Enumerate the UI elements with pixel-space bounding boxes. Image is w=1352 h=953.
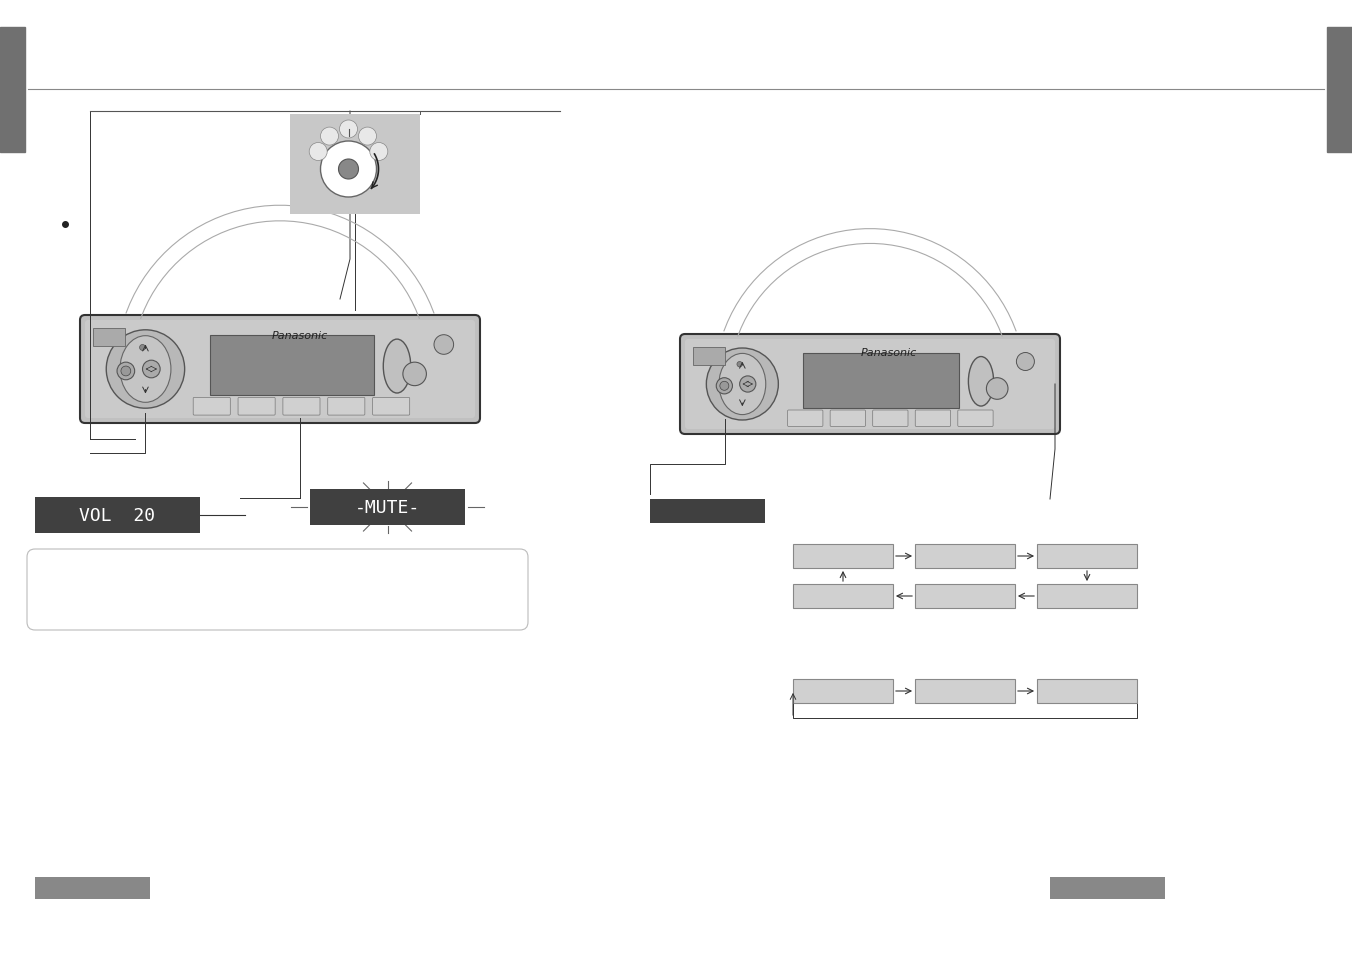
FancyBboxPatch shape — [85, 320, 475, 418]
Circle shape — [120, 367, 131, 376]
Circle shape — [737, 362, 742, 368]
FancyBboxPatch shape — [1037, 544, 1137, 568]
Bar — [35, 497, 200, 534]
Circle shape — [370, 143, 388, 161]
Circle shape — [320, 142, 376, 198]
FancyBboxPatch shape — [27, 550, 529, 630]
FancyBboxPatch shape — [915, 411, 950, 427]
Ellipse shape — [719, 354, 765, 416]
Circle shape — [320, 128, 338, 146]
Text: Panasonic: Panasonic — [860, 348, 917, 358]
Ellipse shape — [383, 340, 411, 394]
FancyBboxPatch shape — [803, 354, 959, 409]
FancyBboxPatch shape — [915, 584, 1015, 608]
FancyBboxPatch shape — [93, 329, 124, 347]
Circle shape — [339, 121, 357, 139]
Ellipse shape — [740, 376, 756, 393]
Bar — [1051, 877, 1165, 899]
FancyBboxPatch shape — [915, 544, 1015, 568]
FancyBboxPatch shape — [373, 398, 410, 416]
FancyBboxPatch shape — [238, 398, 276, 416]
Bar — [650, 499, 765, 523]
FancyBboxPatch shape — [1037, 679, 1137, 703]
Circle shape — [434, 335, 454, 355]
FancyBboxPatch shape — [794, 584, 894, 608]
Circle shape — [139, 345, 146, 351]
Circle shape — [1017, 354, 1034, 371]
Circle shape — [118, 363, 135, 380]
Circle shape — [717, 378, 733, 395]
FancyBboxPatch shape — [210, 335, 373, 396]
FancyBboxPatch shape — [957, 411, 994, 427]
Ellipse shape — [120, 336, 170, 403]
Bar — [35, 877, 150, 899]
Circle shape — [107, 331, 185, 409]
Circle shape — [719, 382, 729, 391]
Circle shape — [706, 349, 779, 420]
Circle shape — [403, 363, 426, 386]
FancyBboxPatch shape — [685, 339, 1055, 430]
FancyBboxPatch shape — [327, 398, 365, 416]
Bar — [310, 490, 465, 525]
FancyBboxPatch shape — [193, 398, 230, 416]
FancyBboxPatch shape — [80, 315, 480, 423]
Circle shape — [338, 160, 358, 180]
FancyBboxPatch shape — [915, 679, 1015, 703]
Circle shape — [987, 378, 1009, 400]
Bar — [0, 28, 24, 152]
Text: VOL  20: VOL 20 — [80, 506, 155, 524]
FancyBboxPatch shape — [289, 115, 420, 214]
FancyBboxPatch shape — [794, 679, 894, 703]
FancyBboxPatch shape — [283, 398, 320, 416]
FancyBboxPatch shape — [872, 411, 909, 427]
Circle shape — [358, 128, 376, 146]
Text: Panasonic: Panasonic — [272, 331, 327, 340]
FancyBboxPatch shape — [680, 335, 1060, 435]
FancyBboxPatch shape — [788, 411, 823, 427]
FancyBboxPatch shape — [794, 544, 894, 568]
Ellipse shape — [968, 357, 994, 407]
FancyBboxPatch shape — [1037, 584, 1137, 608]
FancyBboxPatch shape — [830, 411, 865, 427]
FancyBboxPatch shape — [694, 348, 725, 366]
Ellipse shape — [142, 361, 160, 378]
Bar — [1328, 28, 1352, 152]
Circle shape — [310, 143, 327, 161]
Text: -MUTE-: -MUTE- — [354, 498, 420, 517]
